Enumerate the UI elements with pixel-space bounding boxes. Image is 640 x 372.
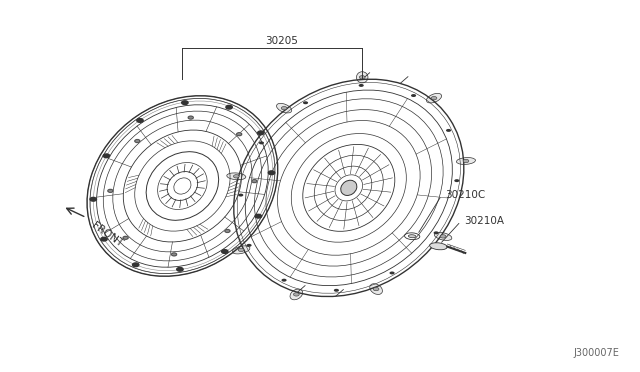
Circle shape <box>281 106 287 110</box>
Circle shape <box>182 101 188 105</box>
Circle shape <box>177 267 183 271</box>
Circle shape <box>446 129 451 132</box>
Ellipse shape <box>426 93 442 103</box>
Ellipse shape <box>276 103 292 113</box>
Circle shape <box>103 154 109 158</box>
Circle shape <box>463 159 469 163</box>
Circle shape <box>282 279 287 282</box>
Circle shape <box>440 235 446 238</box>
Ellipse shape <box>456 158 476 164</box>
Circle shape <box>188 116 193 119</box>
Circle shape <box>123 236 128 239</box>
Circle shape <box>137 119 143 122</box>
Circle shape <box>132 263 139 267</box>
Circle shape <box>259 141 264 144</box>
Text: FRONT: FRONT <box>90 221 124 249</box>
Ellipse shape <box>227 173 246 180</box>
Circle shape <box>238 248 244 251</box>
Circle shape <box>258 131 264 135</box>
Text: 30205: 30205 <box>265 36 298 46</box>
Circle shape <box>234 175 239 178</box>
Circle shape <box>252 180 257 183</box>
Ellipse shape <box>290 289 303 300</box>
Circle shape <box>390 272 395 275</box>
Circle shape <box>255 214 262 218</box>
Circle shape <box>433 231 438 234</box>
Ellipse shape <box>429 243 447 250</box>
Circle shape <box>100 237 107 241</box>
Circle shape <box>90 198 97 201</box>
Circle shape <box>358 84 364 87</box>
Circle shape <box>226 105 232 109</box>
Ellipse shape <box>408 235 416 238</box>
Ellipse shape <box>435 232 452 240</box>
Ellipse shape <box>232 246 250 254</box>
Circle shape <box>221 250 228 253</box>
Text: J300007E: J300007E <box>573 348 620 358</box>
Circle shape <box>303 101 308 104</box>
Circle shape <box>108 189 113 192</box>
Circle shape <box>454 179 460 182</box>
Ellipse shape <box>370 284 383 295</box>
Circle shape <box>172 253 177 256</box>
Circle shape <box>238 193 243 196</box>
Text: 30210C: 30210C <box>445 190 485 200</box>
Text: 30210A: 30210A <box>464 217 504 226</box>
Circle shape <box>431 96 437 100</box>
Circle shape <box>294 293 300 296</box>
Circle shape <box>373 288 379 291</box>
Circle shape <box>268 171 275 174</box>
Ellipse shape <box>340 180 357 195</box>
Circle shape <box>359 76 365 79</box>
Circle shape <box>237 133 242 136</box>
Circle shape <box>411 94 416 97</box>
Circle shape <box>334 289 339 292</box>
Circle shape <box>246 244 252 247</box>
Circle shape <box>225 230 230 232</box>
Circle shape <box>135 140 140 142</box>
Ellipse shape <box>356 72 368 83</box>
